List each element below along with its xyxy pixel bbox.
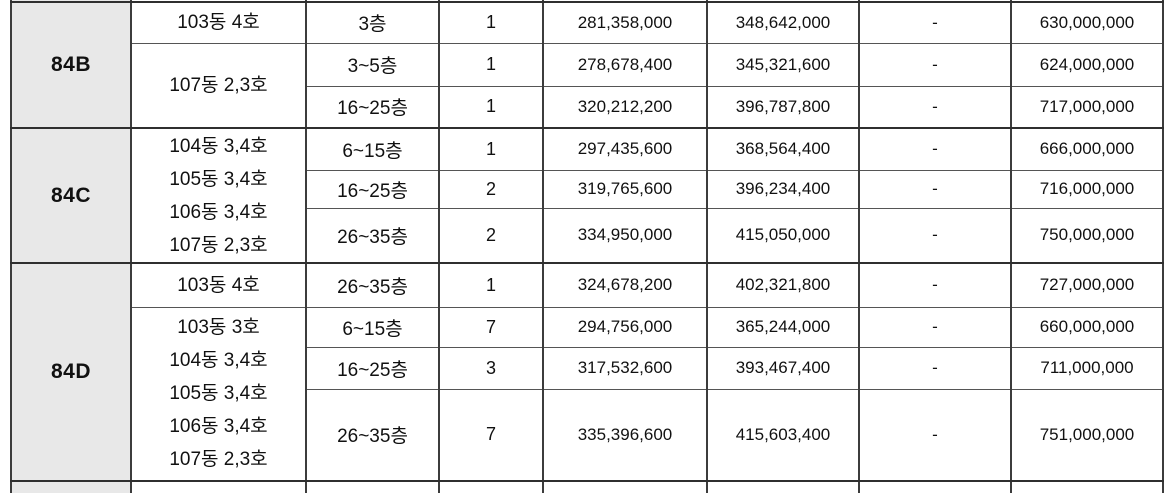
building-cell [131,481,307,493]
dash-cell [859,0,1012,3]
price-b-cell: 396,787,800 [707,86,860,129]
dash-cell: - [859,347,1012,390]
floor-cell: 16~25층 [305,170,440,209]
count-cell [439,0,544,3]
count-cell: 1 [439,86,544,129]
table-row: 16~25층 1 320,212,200 396,787,800 - 717,0… [11,86,1164,129]
table-row: 84D 103동 4호 26~35층 1 324,678,200 402,321… [10,263,1164,482]
count-cell: 2 [439,208,544,264]
floor-cell [306,0,440,3]
table-row: 107동 2,3호 3~5층 1 278,678,400 345,321,600… [11,43,1164,129]
count-cell: 1 [439,2,544,44]
total-price-cell: 624,000,000 [1011,43,1164,87]
floor-cell [306,481,440,493]
unit-type-cell [10,0,132,3]
price-b-cell: 365,244,000 [707,307,860,348]
price-b-cell [707,481,860,493]
dash-cell [859,481,1012,493]
price-a-cell: 281,358,000 [543,2,708,44]
count-cell: 1 [439,128,544,171]
count-cell: 7 [439,389,544,482]
total-price-cell [1011,0,1164,3]
floor-cell: 6~15층 [306,307,440,348]
price-a-cell: 317,532,600 [543,347,708,390]
total-price-cell: 711,000,000 [1011,347,1164,390]
dash-cell: - [859,128,1012,171]
unit-type-cell: 84B [10,2,132,129]
price-b-cell: 396,234,400 [707,170,860,209]
total-price-cell: 750,000,000 [1011,208,1164,264]
count-cell [439,481,544,493]
price-a-cell: 334,950,000 [543,208,708,264]
price-b-cell [707,0,860,3]
building-cell: 103동 4호 [131,2,307,44]
total-price-cell: 666,000,000 [1011,128,1164,171]
building-cell: 107동 2,3호 [130,43,307,129]
dash-cell: - [859,2,1012,44]
table-row-cutoff-bottom [10,481,1164,493]
price-a-cell: 320,212,200 [543,86,708,129]
price-a-cell: 335,396,600 [543,389,708,482]
price-b-cell: 345,321,600 [707,43,860,87]
table-row: 84C 104동 3,4호 105동 3,4호 106동 3,4호 107동 2… [10,128,1164,264]
table-row: 26~35층 7 335,396,600 415,603,400 - 751,0… [11,389,1164,482]
dash-cell: - [859,307,1012,348]
floor-cell: 26~35층 [306,263,440,308]
price-a-cell [543,0,708,3]
apartment-price-table: 84B 103동 4호 3층 1 281,358,000 348,642,000… [10,0,1164,493]
price-b-cell: 368,564,400 [707,128,860,171]
table-row: 84B 103동 4호 3층 1 281,358,000 348,642,000… [10,2,1164,129]
table-row-cutoff-top [10,0,1164,3]
building-cell [131,0,307,3]
total-price-cell: 660,000,000 [1011,307,1164,348]
table-row: 16~25층 2 319,765,600 396,234,400 - 716,0… [11,170,1164,209]
total-price-cell: 727,000,000 [1011,263,1164,308]
price-a-cell: 278,678,400 [543,43,708,87]
dash-cell: - [859,86,1012,129]
price-a-cell: 297,435,600 [543,128,708,171]
floor-cell: 16~25층 [305,86,440,129]
dash-cell: - [859,208,1012,264]
floor-cell: 16~25층 [305,347,440,390]
count-cell: 1 [439,43,544,87]
total-price-cell: 630,000,000 [1011,2,1164,44]
building-cell: 103동 4호 [131,263,307,308]
price-a-cell [543,481,708,493]
total-price-cell: 751,000,000 [1011,389,1164,482]
floor-cell: 3층 [306,2,440,44]
floor-cell: 6~15층 [306,128,440,171]
total-price-cell [1011,481,1164,493]
price-a-cell: 324,678,200 [543,263,708,308]
dash-cell: - [859,170,1012,209]
floor-cell: 26~35층 [305,208,440,264]
dash-cell: - [859,43,1012,87]
dash-cell: - [859,263,1012,308]
unit-type-cell [10,481,132,493]
price-a-cell: 294,756,000 [543,307,708,348]
price-b-cell: 415,603,400 [707,389,860,482]
count-cell: 1 [439,263,544,308]
total-price-cell: 717,000,000 [1011,86,1164,129]
dash-cell: - [859,389,1012,482]
table-row: 16~25층 3 317,532,600 393,467,400 - 711,0… [11,347,1164,390]
count-cell: 3 [439,347,544,390]
building-cell: 104동 3,4호 105동 3,4호 106동 3,4호 107동 2,3호 [131,128,307,264]
unit-type-cell: 84D [10,263,132,482]
table-row: 103동 3호 104동 3,4호 105동 3,4호 106동 3,4호 10… [11,307,1164,482]
count-cell: 7 [439,307,544,348]
unit-type-cell: 84C [10,128,132,264]
floor-cell: 26~35층 [305,389,440,482]
total-price-cell: 716,000,000 [1011,170,1164,209]
count-cell: 2 [439,170,544,209]
table-row: 26~35층 2 334,950,000 415,050,000 - 750,0… [11,208,1164,264]
floor-cell: 3~5층 [306,43,440,87]
price-b-cell: 393,467,400 [707,347,860,390]
price-a-cell: 319,765,600 [543,170,708,209]
building-cell: 103동 3호 104동 3,4호 105동 3,4호 106동 3,4호 10… [130,307,307,482]
price-b-cell: 402,321,800 [707,263,860,308]
price-b-cell: 348,642,000 [707,2,860,44]
price-b-cell: 415,050,000 [707,208,860,264]
